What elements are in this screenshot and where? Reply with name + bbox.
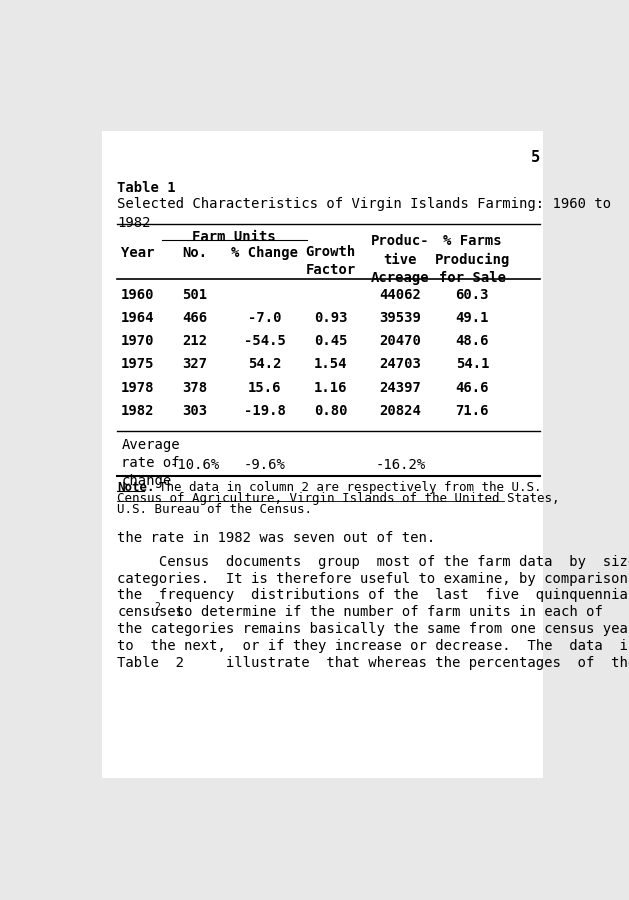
Text: 20824: 20824 bbox=[379, 404, 421, 418]
Text: 2: 2 bbox=[155, 601, 160, 612]
Text: 24703: 24703 bbox=[379, 357, 421, 372]
Text: Produc-
tive
Acreage: Produc- tive Acreage bbox=[371, 234, 430, 285]
Text: -7.0: -7.0 bbox=[248, 311, 281, 325]
Text: Census of Agriculture, Virgin Islands of the United States,: Census of Agriculture, Virgin Islands of… bbox=[118, 492, 560, 505]
Text: Table  2     illustrate  that whereas the percentages  of  the: Table 2 illustrate that whereas the perc… bbox=[118, 656, 629, 670]
Text: 46.6: 46.6 bbox=[455, 381, 489, 394]
Text: 303: 303 bbox=[182, 404, 208, 418]
Text: 48.6: 48.6 bbox=[455, 335, 489, 348]
Text: categories.  It is therefore useful to examine, by comparison,: categories. It is therefore useful to ex… bbox=[118, 572, 629, 586]
Text: Selected Characteristics of Virgin Islands Farming: 1960 to
1982: Selected Characteristics of Virgin Islan… bbox=[118, 196, 611, 230]
Text: censuses: censuses bbox=[118, 606, 184, 619]
Text: the categories remains basically the same from one census year: the categories remains basically the sam… bbox=[118, 623, 629, 636]
Text: 39539: 39539 bbox=[379, 311, 421, 325]
Text: 54.2: 54.2 bbox=[248, 357, 281, 372]
Text: 466: 466 bbox=[182, 311, 208, 325]
Text: 24397: 24397 bbox=[379, 381, 421, 394]
Text: No.: No. bbox=[182, 247, 208, 260]
Text: to  the next,  or if they increase or decrease.  The  data  in: to the next, or if they increase or decr… bbox=[118, 639, 629, 653]
Text: Census  documents  group  most of the farm data  by  size: Census documents group most of the farm … bbox=[118, 554, 629, 569]
Text: 1982: 1982 bbox=[121, 404, 155, 418]
Text: Average
rate of
change: Average rate of change bbox=[121, 437, 180, 489]
Text: 1.16: 1.16 bbox=[314, 381, 347, 394]
Text: the rate in 1982 was seven out of ten.: the rate in 1982 was seven out of ten. bbox=[118, 532, 436, 545]
Text: % Change: % Change bbox=[231, 247, 298, 260]
Text: Growth
Factor: Growth Factor bbox=[305, 245, 355, 277]
Text: 1975: 1975 bbox=[121, 357, 155, 372]
Text: 71.6: 71.6 bbox=[455, 404, 489, 418]
FancyBboxPatch shape bbox=[102, 131, 543, 778]
Text: 1960: 1960 bbox=[121, 288, 155, 302]
Text: 212: 212 bbox=[182, 335, 208, 348]
Text: 0.93: 0.93 bbox=[314, 311, 347, 325]
Text: Year: Year bbox=[121, 247, 155, 260]
Text: Note.: Note. bbox=[118, 482, 155, 494]
Text: 49.1: 49.1 bbox=[455, 311, 489, 325]
Text: 0.45: 0.45 bbox=[314, 335, 347, 348]
Text: -9.6%: -9.6% bbox=[243, 458, 286, 473]
Text: 44062: 44062 bbox=[379, 288, 421, 302]
Text: -10.6%: -10.6% bbox=[170, 458, 220, 473]
Text: to determine if the number of farm units in each of: to determine if the number of farm units… bbox=[159, 606, 603, 619]
Text: 1978: 1978 bbox=[121, 381, 155, 394]
Text: 60.3: 60.3 bbox=[455, 288, 489, 302]
Text: The data in column 2 are respectively from the U.S.: The data in column 2 are respectively fr… bbox=[143, 482, 541, 494]
Text: 327: 327 bbox=[182, 357, 208, 372]
Text: the  frequency  distributions of the  last  five  quinquennial: the frequency distributions of the last … bbox=[118, 589, 629, 602]
Text: 5: 5 bbox=[531, 150, 540, 166]
Text: Table 1: Table 1 bbox=[118, 181, 176, 195]
Text: 20470: 20470 bbox=[379, 335, 421, 348]
Text: 15.6: 15.6 bbox=[248, 381, 281, 394]
Text: 378: 378 bbox=[182, 381, 208, 394]
Text: 1.54: 1.54 bbox=[314, 357, 347, 372]
Text: U.S. Bureau of the Census.: U.S. Bureau of the Census. bbox=[118, 503, 313, 516]
Text: 1970: 1970 bbox=[121, 335, 155, 348]
Text: 1964: 1964 bbox=[121, 311, 155, 325]
Text: 501: 501 bbox=[182, 288, 208, 302]
Text: % Farms
Producing
for Sale: % Farms Producing for Sale bbox=[435, 234, 510, 285]
Text: 0.80: 0.80 bbox=[314, 404, 347, 418]
Text: -19.8: -19.8 bbox=[243, 404, 286, 418]
Text: -54.5: -54.5 bbox=[243, 335, 286, 348]
Text: -16.2%: -16.2% bbox=[375, 458, 425, 473]
Text: Farm Units: Farm Units bbox=[192, 230, 276, 244]
Text: 54.1: 54.1 bbox=[455, 357, 489, 372]
